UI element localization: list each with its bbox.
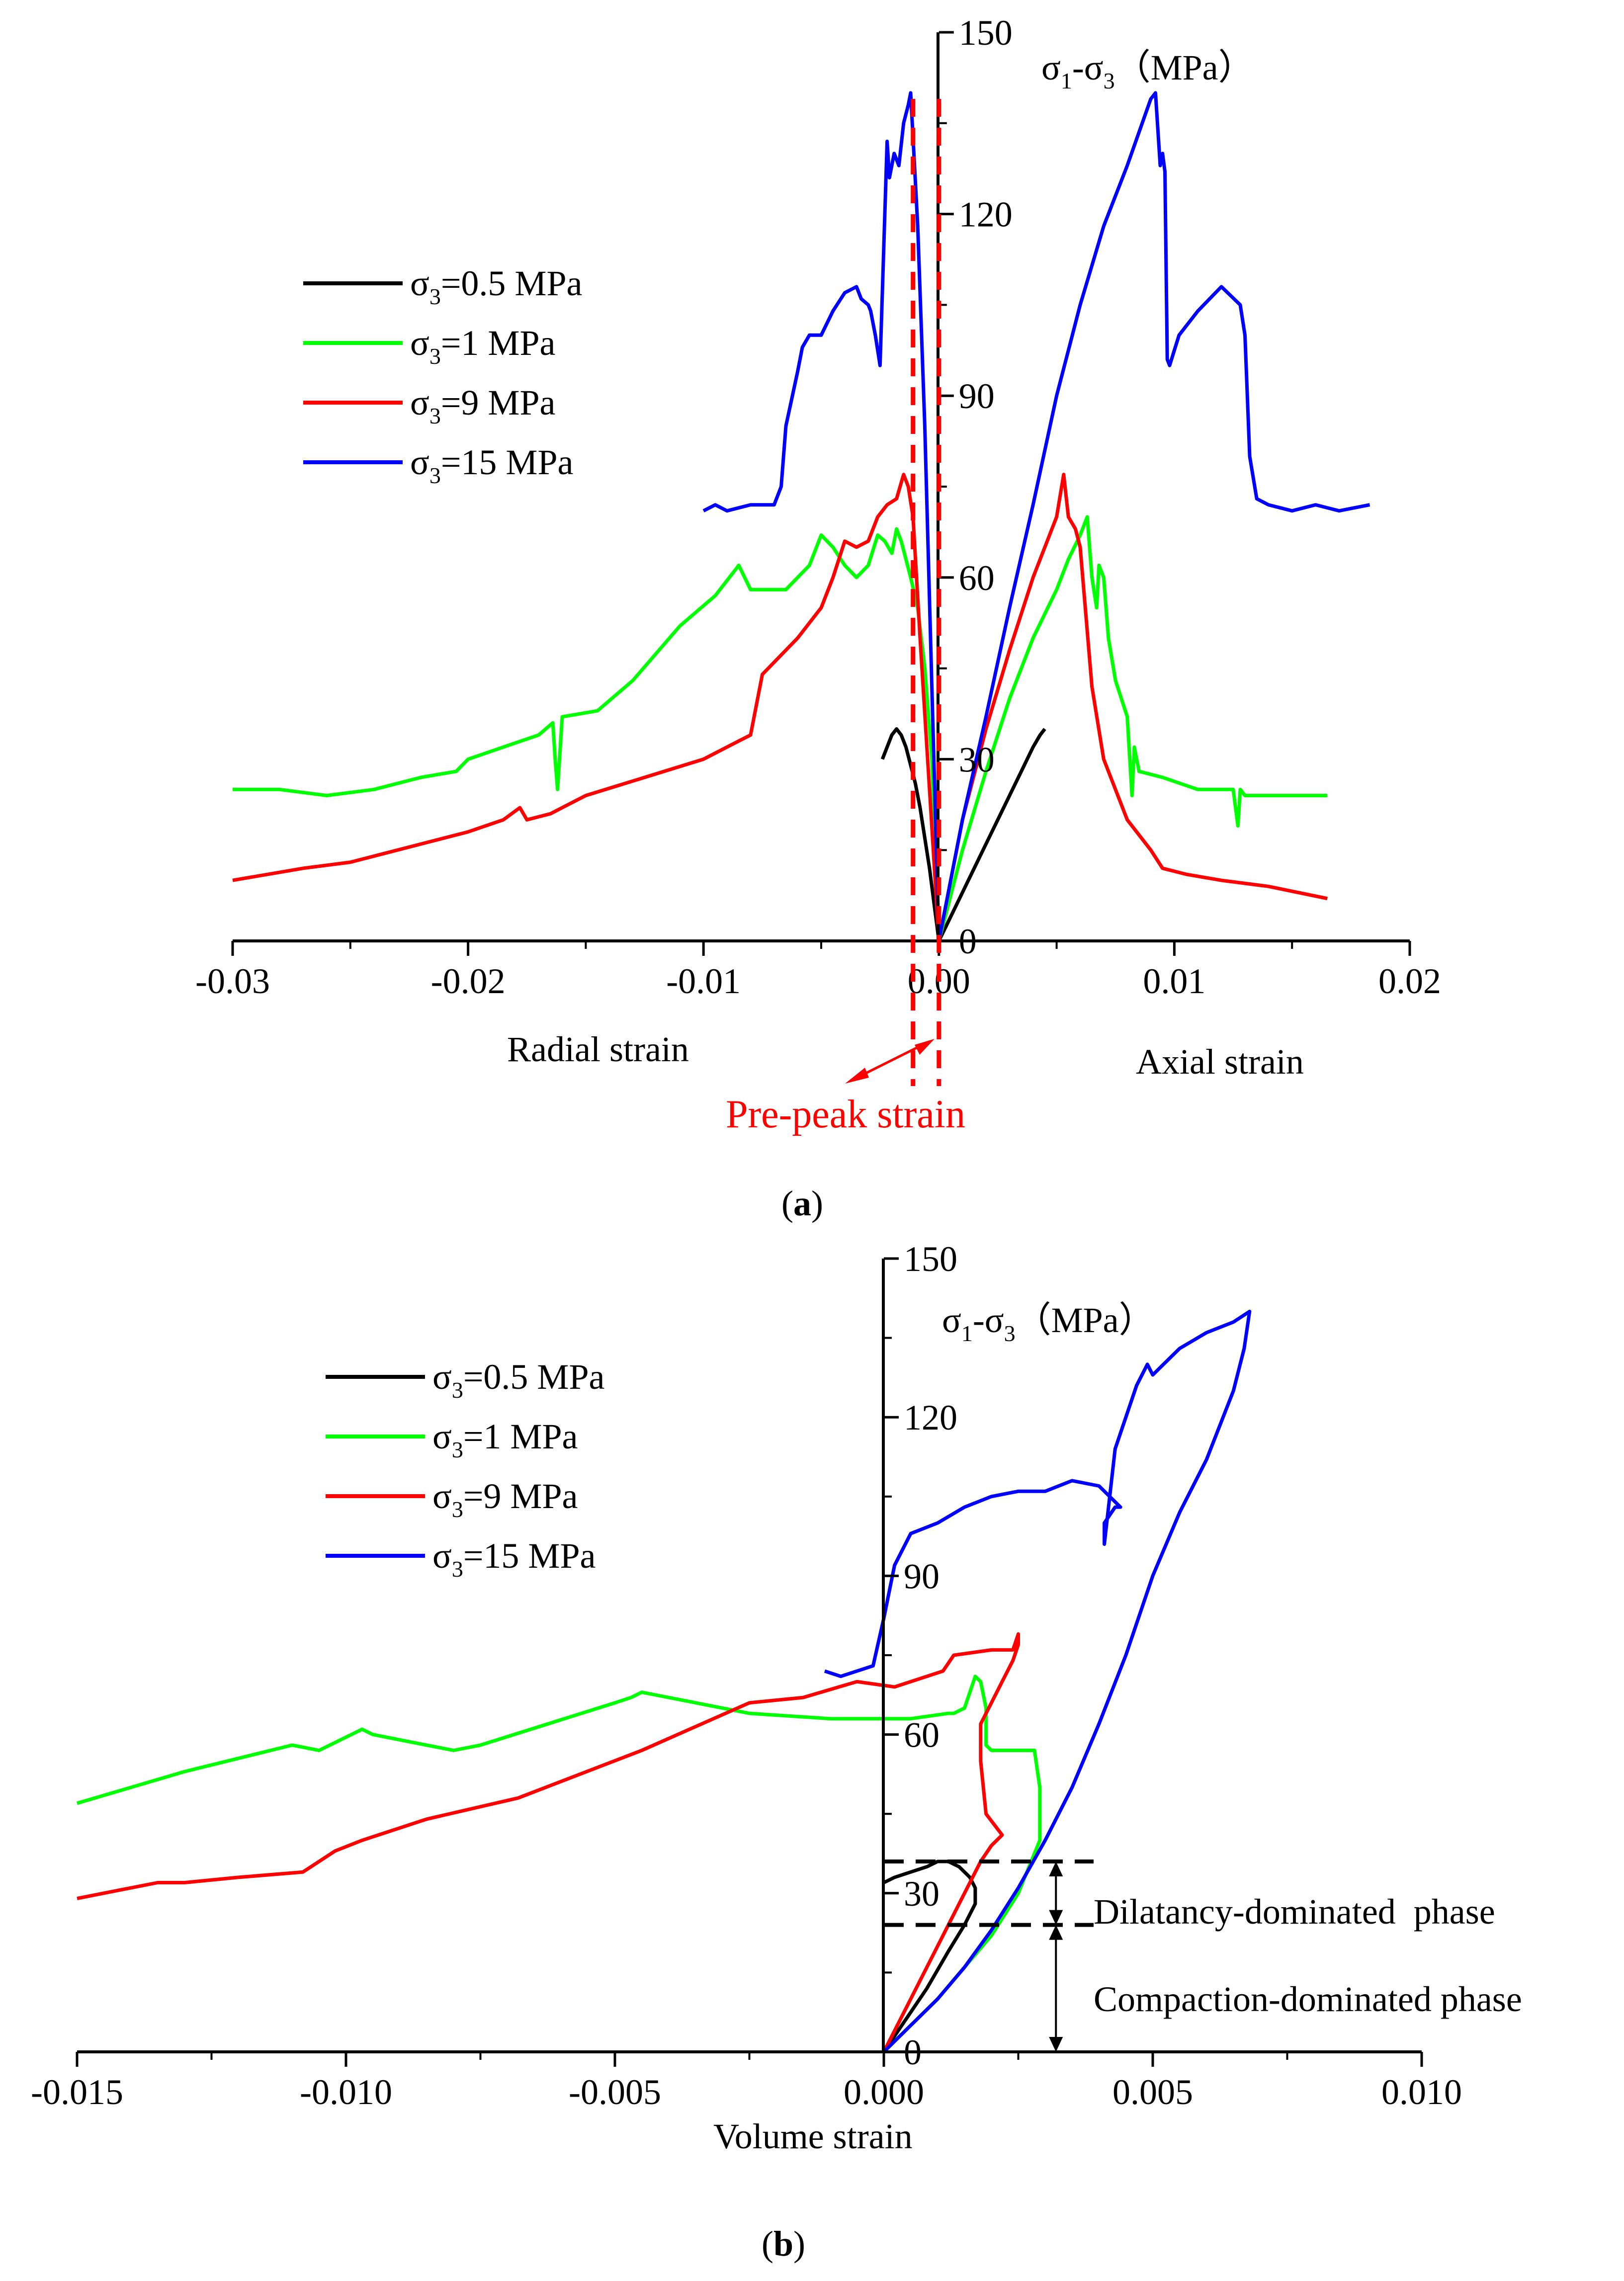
- chart-b-x-tick-label: -0.015: [31, 2072, 123, 2112]
- chart-a-series-line: [937, 728, 1046, 942]
- pre-peak-arrowhead-right: [915, 1039, 935, 1055]
- chart-a-series-line: [880, 727, 941, 941]
- chart-b-y-ticks: 0 30 60 90 120 150: [884, 1239, 957, 2072]
- chart-a-y-tick-label: 60: [959, 558, 995, 598]
- pre-peak-arrowhead-left: [845, 1068, 869, 1084]
- chart-a: -0.03 -0.02 -0.01 0.00 0.01 0.02 030609012015…: [195, 13, 1441, 1223]
- chart-a-x-label-right: Axial strain: [1136, 1042, 1304, 1082]
- chart-b-series-line: [824, 1309, 1252, 2053]
- chart-a-legend-label: σ3=15 MPa: [410, 442, 573, 488]
- chart-a-series-line: [232, 473, 941, 941]
- compaction-arrowhead-down: [1049, 2037, 1063, 2052]
- chart-a-x-tick-label: 0.02: [1378, 961, 1441, 1001]
- chart-b-y-tick-label: 150: [904, 1239, 957, 1279]
- dilatancy-arrowhead-up: [1049, 1861, 1063, 1876]
- chart-a-plot-area: [232, 91, 1370, 942]
- chart-a-series-line: [937, 91, 1370, 941]
- chart-a-y-tick-label: 0: [959, 922, 977, 961]
- chart-a-x-tick-label: -0.01: [666, 961, 741, 1001]
- chart-b-series-line: [77, 1632, 1020, 2053]
- chart-b-x-tick-label: -0.010: [300, 2072, 392, 2112]
- chart-b-x-tick-label: 0.000: [844, 2072, 924, 2112]
- chart-a-series-line: [702, 91, 941, 941]
- chart-a-x-tick-label: -0.02: [431, 961, 506, 1001]
- chart-b-y-tick-label: 0: [904, 2032, 922, 2072]
- chart-a-y-ticks: 0 30 60 90 120 150: [939, 13, 1013, 961]
- chart-b-y-tick-label: 30: [904, 1874, 940, 1914]
- dilatancy-phase-label: Dilatancy-dominated phase: [1094, 1892, 1495, 1932]
- phase-markers: [884, 1859, 1094, 2052]
- pre-peak-annotation: [845, 99, 941, 1086]
- chart-a-y-tick-label: 90: [959, 376, 995, 416]
- chart-a-x-tick-label: -0.03: [195, 961, 270, 1001]
- chart-b-x-ticks: -0.015 -0.010 -0.005 0.000 0.005 0.010: [31, 2052, 1462, 2112]
- chart-b-plot-area: [77, 1309, 1252, 2053]
- chart-b-x-tick-label: 0.005: [1112, 2072, 1193, 2112]
- chart-b-legend: σ3=0.5 MPa σ3=1 MPa σ3=9 MPa σ3=15 MPa: [326, 1357, 604, 1582]
- chart-b-series-line: [882, 1859, 977, 2053]
- chart-a-x-label-left: Radial strain: [507, 1029, 689, 1069]
- chart-a-y-tick-label: 150: [959, 13, 1013, 53]
- chart-a-y-tick-label: 120: [959, 195, 1013, 235]
- chart-a-caption: (a): [781, 1183, 823, 1223]
- chart-a-legend-label: σ3=9 MPa: [410, 383, 555, 428]
- chart-b-y-label: σ1-σ3（MPa）: [942, 1300, 1155, 1346]
- pre-peak-strain-label: Pre-peak strain: [726, 1093, 965, 1136]
- dilatancy-arrowhead-down: [1049, 1910, 1063, 1925]
- chart-a-y-label: σ1-σ3（MPa）: [1041, 48, 1254, 93]
- chart-a-series-line: [937, 473, 1328, 941]
- chart-b-legend-label: σ3=0.5 MPa: [432, 1357, 604, 1403]
- chart-b-caption: (b): [762, 2224, 805, 2264]
- chart-b-y-tick-label: 120: [904, 1398, 957, 1437]
- chart-b-legend-label: σ3=1 MPa: [432, 1417, 578, 1462]
- compaction-phase-label: Compaction-dominated phase: [1094, 1979, 1522, 2019]
- chart-b-x-tick-label: 0.010: [1381, 2072, 1462, 2112]
- chart-a-legend-label: σ3=1 MPa: [410, 323, 555, 369]
- compaction-arrowhead-up: [1049, 1925, 1063, 1940]
- chart-a-legend-label: σ3=0.5 MPa: [410, 263, 582, 309]
- chart-b-y-tick-label: 90: [904, 1556, 940, 1596]
- chart-b-legend-label: σ3=9 MPa: [432, 1476, 578, 1522]
- chart-b-x-label: Volume strain: [713, 2116, 913, 2156]
- chart-b-y-tick-label: 60: [904, 1715, 940, 1755]
- chart-a-series-line: [937, 515, 1328, 941]
- chart-b-x-tick-label: -0.005: [569, 2072, 661, 2112]
- chart-a-x-tick-label: 0.01: [1143, 961, 1205, 1001]
- chart-b: -0.015 -0.010 -0.005 0.000 0.005 0.010 0 30 60 9…: [31, 1239, 1522, 2264]
- chart-a-series-line: [233, 527, 941, 941]
- chart-a-y-tick-label: 30: [959, 740, 995, 779]
- chart-a-legend: σ3=0.5 MPa σ3=1 MPa σ3=9 MPa σ3=15 MPa: [303, 263, 582, 488]
- chart-b-legend-label: σ3=15 MPa: [432, 1536, 596, 1582]
